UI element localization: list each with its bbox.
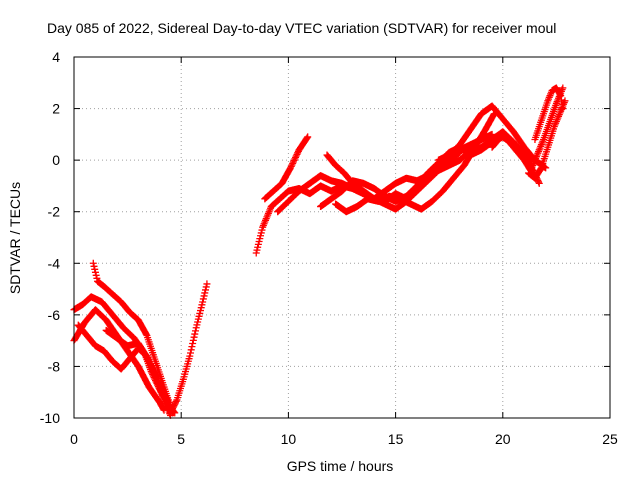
- y-tick-label-2: -6: [48, 307, 61, 323]
- plus-markers-track-8: [261, 133, 312, 203]
- plot-frame: [73, 56, 611, 419]
- y-tick-label-0: -10: [40, 410, 60, 426]
- plus-markers-track-12: [332, 110, 498, 216]
- y-tick-label-4: -2: [48, 204, 61, 220]
- plus-markers-track-6: [166, 280, 211, 417]
- y-tick-label-1: -8: [48, 358, 61, 374]
- plus-markers-track-4: [89, 259, 177, 417]
- y-axis-title: SDTVAR / TECUs: [7, 182, 23, 294]
- x-tick-label-0: 0: [70, 431, 78, 447]
- series-track-9: [274, 148, 464, 216]
- x-tick-label-2: 10: [281, 431, 297, 447]
- series-track-6: [166, 280, 211, 417]
- series-track-5: [102, 326, 179, 417]
- chart-title: Day 085 of 2022, Sidereal Day-to-day VTE…: [47, 20, 556, 36]
- x-tick-label-3: 15: [388, 431, 404, 447]
- series-track-18: [531, 84, 567, 144]
- y-tick-label-3: -4: [48, 255, 61, 271]
- x-tick-label-4: 20: [495, 431, 511, 447]
- series-track-14: [434, 102, 539, 164]
- x-tick-label-1: 5: [177, 431, 185, 447]
- plus-markers-track-17: [525, 97, 569, 182]
- x-axis-title: GPS time / hours: [287, 458, 394, 474]
- plus-markers-track-16: [488, 84, 567, 174]
- y-tick-label-7: 4: [52, 49, 60, 65]
- plus-markers-track-14: [434, 102, 539, 164]
- axes: 0 5 10 15 20 25 -10 -8 -6 -4 -2 0 2 4: [40, 49, 618, 447]
- x-tick-label-5: 25: [602, 431, 618, 447]
- y-tick-label-6: 2: [52, 101, 60, 117]
- series-track-17: [525, 97, 569, 182]
- y-tick-label-5: 0: [52, 152, 60, 168]
- series-track-12: [332, 110, 498, 216]
- series-track-8: [261, 133, 312, 203]
- series-track-4: [89, 259, 177, 417]
- plus-markers-track-5: [102, 326, 179, 417]
- data-points: [70, 84, 569, 419]
- plus-markers-track-18: [531, 84, 567, 144]
- plus-markers-track-9: [274, 148, 464, 216]
- series-track-16: [488, 84, 567, 174]
